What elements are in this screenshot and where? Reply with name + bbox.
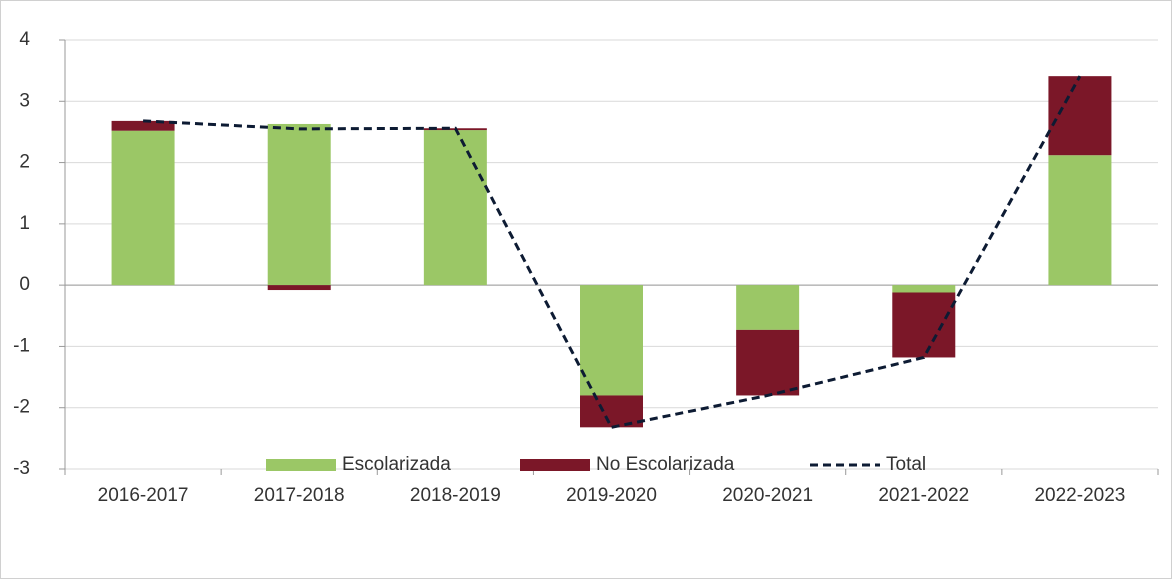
bar [892, 292, 956, 358]
x-tick-label: 2017-2018 [254, 485, 345, 506]
y-tick-label: 4 [19, 29, 30, 50]
bar [580, 285, 643, 396]
y-tick-label: -3 [13, 458, 30, 479]
legend-swatch [520, 459, 590, 471]
legend-label: Total [886, 454, 926, 475]
legend-label: No Escolarizada [596, 454, 735, 475]
bar [267, 285, 331, 291]
bar [892, 285, 956, 293]
x-tick-label: 2016-2017 [98, 485, 189, 506]
x-tick-label: 2022-2023 [1034, 485, 1125, 506]
bar [736, 329, 800, 396]
y-tick-label: 3 [19, 90, 30, 111]
total-line [142, 75, 1082, 430]
y-tick-label: -1 [13, 335, 30, 356]
x-tick-label: 2018-2019 [410, 485, 501, 506]
bar [423, 130, 487, 286]
bar [1048, 76, 1112, 156]
bar [580, 395, 643, 428]
x-tick-label: 2019-2020 [566, 485, 657, 506]
legend-label: Escolarizada [342, 454, 451, 475]
x-tick-label: 2021-2022 [878, 485, 969, 506]
y-tick-label: 2 [19, 152, 30, 173]
legend-swatch [266, 459, 336, 471]
x-tick-label: 2020-2021 [722, 485, 813, 506]
bar [1048, 155, 1112, 286]
bar [736, 285, 800, 330]
y-tick-label: 0 [19, 274, 30, 295]
bar [111, 120, 175, 131]
y-tick-label: -2 [13, 397, 30, 418]
bar [267, 123, 331, 286]
y-tick-label: 1 [19, 213, 30, 234]
bar [111, 130, 175, 286]
